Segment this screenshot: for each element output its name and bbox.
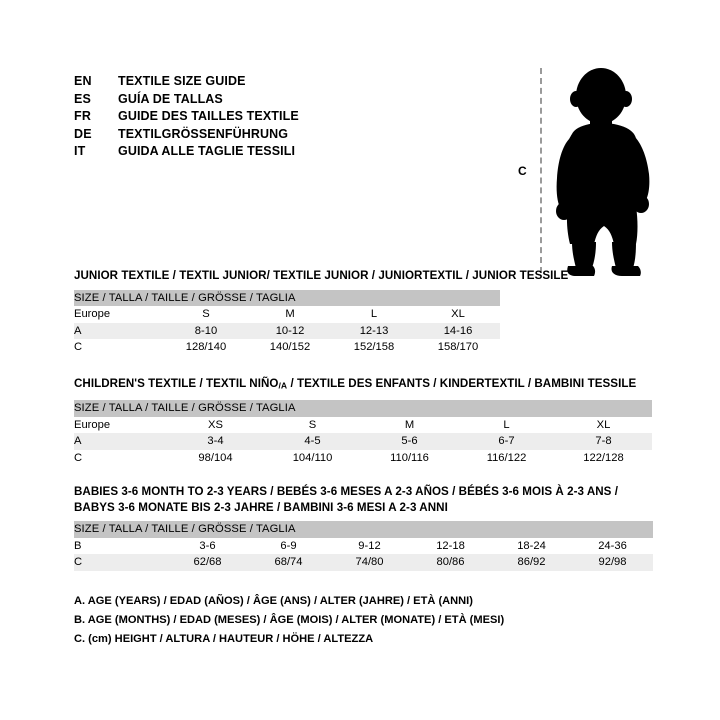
children-a-m: 5-6 <box>361 433 458 450</box>
language-row-fr: FR GUIDE DES TAILLES TEXTILE <box>74 109 299 127</box>
language-code-en: EN <box>74 74 92 88</box>
junior-row-a-label: A <box>74 322 164 339</box>
babies-row-c-label: C <box>74 554 167 571</box>
language-code-de: DE <box>74 126 92 141</box>
section-children-title-rest: / TEXTILE DES ENFANTS / KINDERTEXTIL / B… <box>287 377 637 390</box>
section-babies: BABIES 3-6 MONTH TO 2-3 YEARS / BEBÉS 3-… <box>74 484 653 571</box>
language-title-fr: GUIDE DES TAILLES TEXTILE <box>118 109 299 123</box>
junior-row-europe: Europe S M L XL <box>74 306 500 323</box>
babies-size-header-label: SIZE / TALLA / TAILLE / GRÖSSE / TAGLIA <box>74 521 653 538</box>
children-row-a-label: A <box>74 433 167 450</box>
babies-row-b: B 3-6 6-9 9-12 12-18 18-24 24-36 <box>74 538 653 555</box>
babies-row-b-label: B <box>74 539 82 552</box>
junior-a-s: 8-10 <box>164 322 248 339</box>
measurement-legend: A. AGE (YEARS) / EDAD (AÑOS) / ÂGE (ANS)… <box>74 592 504 649</box>
section-junior-title: JUNIOR TEXTILE / TEXTIL JUNIOR/ TEXTILE … <box>74 269 569 282</box>
children-c-s: 104/110 <box>292 451 333 464</box>
language-code-fr: FR <box>74 109 92 123</box>
junior-europe-xl: XL <box>451 308 465 321</box>
junior-europe-l: L <box>370 308 378 321</box>
section-children-title-main: CHILDREN'S TEXTILE / TEXTIL NIÑO <box>74 377 279 390</box>
children-a-xl: 7-8 <box>555 433 652 450</box>
language-row-it: IT GUIDA ALLE TAGLIE TESSILI <box>74 144 299 162</box>
children-a-l: 6-7 <box>458 433 555 450</box>
babies-c-col4: 80/86 <box>410 554 491 571</box>
babies-b-col3: 9-12 <box>358 539 381 552</box>
babies-b-col4: 12-18 <box>436 539 465 552</box>
junior-row-c-label: C <box>74 341 83 354</box>
children-row-europe: Europe XS S M L XL <box>74 417 652 434</box>
child-silhouette-icon <box>556 68 650 276</box>
section-children-title-sub: /A <box>278 380 288 391</box>
junior-size-header-label: SIZE / TALLA / TAILLE / GRÖSSE / TAGLIA <box>74 289 500 306</box>
language-title-it: GUIDA ALLE TAGLIE TESSILI <box>118 144 296 158</box>
section-children-title: CHILDREN'S TEXTILE / TEXTIL NIÑO/A / TEX… <box>74 376 652 394</box>
babies-size-header-row: SIZE / TALLA / TAILLE / GRÖSSE / TAGLIA <box>74 521 653 538</box>
babies-c-col3: 74/80 <box>329 554 410 571</box>
babies-row-c: C 62/68 68/74 74/80 80/86 86/92 92/98 <box>74 554 653 571</box>
babies-c-col2: 68/74 <box>248 554 329 571</box>
junior-a-xl: 14-16 <box>416 322 500 339</box>
junior-europe-s: S <box>202 308 210 321</box>
children-size-table: SIZE / TALLA / TAILLE / GRÖSSE / TAGLIA … <box>74 400 652 466</box>
children-c-xs: 98/104 <box>198 451 233 464</box>
section-children: CHILDREN'S TEXTILE / TEXTIL NIÑO/A / TEX… <box>74 376 652 466</box>
junior-c-m: 140/152 <box>269 341 311 354</box>
children-row-c-label: C <box>74 451 83 464</box>
children-europe-m: M <box>404 418 415 431</box>
language-title-list: EN TEXTILE SIZE GUIDE ES GUÍA DE TALLAS … <box>74 74 299 162</box>
children-row-a: A 3-4 4-5 5-6 6-7 7-8 <box>74 433 652 450</box>
junior-c-xl: 158/170 <box>437 341 479 354</box>
language-title-de: TEXTILGRÖSSENFÜHRUNG <box>118 126 289 141</box>
legend-line-a: A. AGE (YEARS) / EDAD (AÑOS) / ÂGE (ANS)… <box>74 595 473 607</box>
junior-a-l: 12-13 <box>332 322 416 339</box>
children-europe-s: S <box>308 418 317 431</box>
junior-size-header-row: SIZE / TALLA / TAILLE / GRÖSSE / TAGLIA <box>74 289 500 306</box>
language-row-de: DE TEXTILGRÖSSENFÜHRUNG <box>74 127 299 145</box>
children-c-l: 116/122 <box>486 451 527 464</box>
language-code-es: ES <box>74 91 92 106</box>
legend-line-b: B. AGE (MONTHS) / EDAD (MESES) / ÂGE (MO… <box>74 614 505 626</box>
junior-a-m: 10-12 <box>248 322 332 339</box>
children-europe-xl: XL <box>596 418 611 431</box>
children-c-xl: 122/128 <box>583 451 624 464</box>
legend-line-c: C. (cm) HEIGHT / ALTURA / HAUTEUR / HÖHE… <box>74 633 374 645</box>
language-title-en: TEXTILE SIZE GUIDE <box>118 74 246 88</box>
language-code-it: IT <box>74 144 86 158</box>
junior-row-europe-label: Europe <box>74 308 111 321</box>
babies-c-col5: 86/92 <box>491 554 572 571</box>
height-measurement-figure: C <box>500 58 690 288</box>
babies-b-col2: 6-9 <box>280 539 297 552</box>
babies-size-table: SIZE / TALLA / TAILLE / GRÖSSE / TAGLIA … <box>74 521 653 571</box>
children-size-header-label: SIZE / TALLA / TAILLE / GRÖSSE / TAGLIA <box>74 400 652 417</box>
children-row-c: C 98/104 104/110 110/116 116/122 122/128 <box>74 450 652 467</box>
children-c-m: 110/116 <box>390 451 429 464</box>
children-a-s: 4-5 <box>264 433 361 450</box>
children-a-xs: 3-4 <box>167 433 264 450</box>
children-size-header-row: SIZE / TALLA / TAILLE / GRÖSSE / TAGLIA <box>74 400 652 417</box>
junior-row-c: C 128/140 140/152 152/158 158/170 <box>74 339 500 356</box>
language-title-es: GUÍA DE TALLAS <box>118 91 223 106</box>
language-row-es: ES GUÍA DE TALLAS <box>74 92 299 110</box>
section-junior: JUNIOR TEXTILE / TEXTIL JUNIOR/ TEXTILE … <box>74 268 568 356</box>
height-measure-label: C <box>518 164 527 178</box>
junior-c-l: 152/158 <box>353 341 395 354</box>
children-row-europe-label: Europe <box>74 418 111 431</box>
babies-c-col1: 62/68 <box>167 554 248 571</box>
children-europe-l: L <box>503 418 510 431</box>
section-babies-title-line2: BABYS 3-6 MONATE BIS 2-3 JAHRE / BAMBINI… <box>74 500 448 514</box>
children-europe-xs: XS <box>208 418 223 431</box>
junior-europe-m: M <box>285 308 295 321</box>
junior-row-a: A 8-10 10-12 12-13 14-16 <box>74 322 500 339</box>
junior-c-s: 128/140 <box>185 341 227 354</box>
language-row-en: EN TEXTILE SIZE GUIDE <box>74 74 299 92</box>
babies-c-col6: 92/98 <box>572 554 653 571</box>
babies-b-col6: 24-36 <box>598 539 627 552</box>
junior-size-table: SIZE / TALLA / TAILLE / GRÖSSE / TAGLIA … <box>74 289 500 356</box>
height-dashed-line <box>540 68 542 273</box>
babies-b-col1: 3-6 <box>199 539 216 552</box>
babies-b-col5: 18-24 <box>517 539 546 552</box>
section-babies-title-line1: BABIES 3-6 MONTH TO 2-3 YEARS / BEBÉS 3-… <box>74 485 619 498</box>
